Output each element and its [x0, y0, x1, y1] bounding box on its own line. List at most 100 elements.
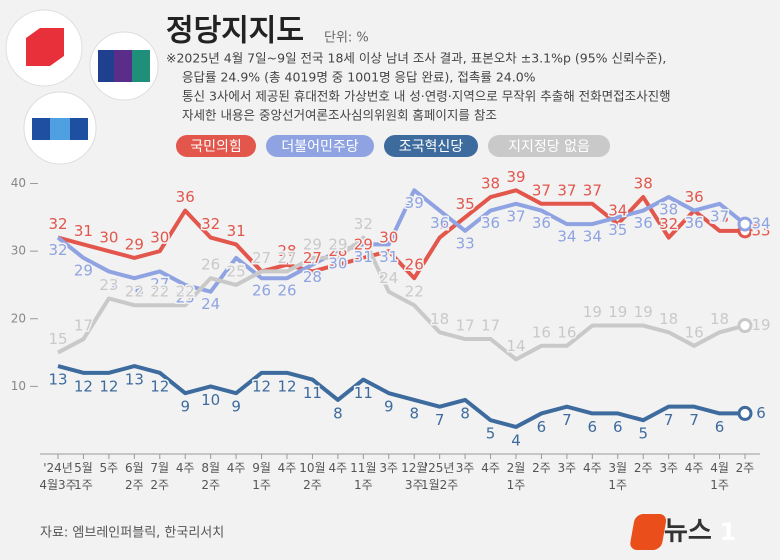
- data-label: 6: [613, 418, 623, 436]
- data-label: 29: [303, 235, 322, 253]
- note: 응답률 24.9% (총 4019명 중 1001명 응답 완료), 접촉률 2…: [182, 70, 536, 85]
- x-tick-label: 4주: [481, 461, 500, 475]
- legend-label: 더불어민주당: [281, 139, 358, 155]
- data-label: 12: [99, 377, 118, 395]
- data-label: 19: [583, 303, 602, 321]
- x-tick-label: 7월 2주: [150, 461, 169, 492]
- data-label: 9: [231, 398, 241, 416]
- data-label: 24: [379, 269, 398, 287]
- data-label: 27: [303, 249, 322, 267]
- unit-label: 단위: %: [324, 31, 369, 46]
- data-label: 12: [74, 377, 93, 395]
- data-label: 9: [384, 398, 394, 416]
- series-line: [57, 188, 745, 281]
- x-tick-label: 4주: [329, 461, 348, 475]
- data-label: 36: [685, 214, 704, 232]
- data-label: 30: [150, 229, 169, 247]
- data-label: 27: [252, 249, 271, 267]
- data-label: 29: [328, 235, 347, 253]
- data-label: 7: [562, 411, 572, 429]
- data-label: 29: [354, 235, 373, 253]
- data-label: 32: [201, 215, 220, 233]
- logo-mark-bg: [630, 514, 667, 550]
- data-label: 6: [756, 404, 766, 422]
- data-label: 22: [176, 283, 195, 301]
- data-label: 37: [506, 207, 525, 225]
- data-label: 36: [430, 214, 449, 232]
- x-tick-label: 4주: [278, 461, 297, 475]
- x-tick-label: 3주: [456, 461, 475, 475]
- party-logos: [5, 9, 159, 165]
- data-label: 30: [328, 255, 347, 273]
- data-label: 31: [379, 248, 398, 266]
- data-label: 36: [481, 214, 500, 232]
- y-tick-label: 40: [11, 176, 26, 190]
- logo-shape: [26, 28, 64, 66]
- data-label: 29: [125, 235, 144, 253]
- data-label: 32: [48, 241, 67, 259]
- legend-swatch: [266, 135, 374, 157]
- legend-label: 조국혁신당: [399, 139, 464, 155]
- x-tick-label: 3주: [379, 461, 398, 475]
- data-label: 6: [715, 418, 725, 436]
- data-label: 16: [557, 323, 576, 341]
- data-label: 29: [227, 261, 246, 279]
- data-label: 16: [532, 323, 551, 341]
- data-label: 38: [659, 201, 678, 219]
- data-label: 27: [150, 275, 169, 293]
- data-label: 12: [252, 377, 271, 395]
- data-label: 25: [176, 288, 195, 306]
- data-label: 27: [252, 249, 271, 267]
- x-tick-label: 8월 2주: [201, 461, 220, 492]
- data-label: 38: [634, 175, 653, 193]
- data-label: 27: [277, 249, 296, 267]
- note: 자세한 내용은 중앙선거여론조사심의위원회 홈페이지를 참조: [182, 108, 497, 123]
- data-label: 7: [435, 411, 445, 429]
- data-label: 26: [252, 282, 271, 300]
- data-label: 12: [150, 377, 169, 395]
- end-marker: [737, 216, 753, 232]
- data-label: 19: [751, 316, 770, 334]
- data-label: 22: [405, 283, 424, 301]
- legend-label: 국민의힘: [190, 139, 242, 155]
- data-label: 39: [506, 168, 525, 186]
- data-label: 8: [409, 404, 419, 422]
- data-label: 5: [486, 425, 496, 443]
- legend-label: 지지정당 없음: [508, 139, 590, 155]
- x-tick-label: '25년 1월2주: [421, 461, 458, 492]
- data-label: 8: [460, 404, 470, 422]
- data-label: 33: [456, 234, 475, 252]
- chart-title: 정당지지도: [166, 14, 304, 49]
- series-line: [57, 364, 745, 429]
- data-label: 38: [481, 175, 500, 193]
- x-tick-label: 10월 2주: [299, 461, 325, 492]
- logo: 뉴스 1: [630, 514, 736, 550]
- logo-shape: [98, 50, 114, 82]
- x-tick-label: 11월 1주: [350, 461, 376, 492]
- y-tick-label: 10: [11, 379, 26, 393]
- data-label: 37: [557, 181, 576, 199]
- data-label: 26: [125, 282, 144, 300]
- data-label: 26: [201, 256, 220, 274]
- data-label: 17: [481, 317, 500, 335]
- data-label: 37: [583, 181, 602, 199]
- y-tick-label: 30: [11, 244, 26, 258]
- logo-shape: [50, 118, 70, 140]
- data-label: 28: [328, 242, 347, 260]
- data-label: 19: [634, 303, 653, 321]
- x-tick-label: '24년 4월3주: [39, 461, 76, 492]
- x-tick-label: 4월 1주: [710, 461, 729, 492]
- x-tick-label: 4주: [227, 461, 246, 475]
- note: 통신 3사에서 제공된 휴대전화 가상번호 내 성·연령·지역으로 무작위 추출…: [182, 89, 671, 104]
- data-label: 34: [608, 202, 627, 220]
- data-label: 6: [537, 418, 547, 436]
- data-label: 34: [583, 228, 602, 246]
- x-tick-label: 9월 1주: [252, 461, 271, 492]
- x-tick-label: 3월 1주: [608, 461, 627, 492]
- data-label: 25: [227, 262, 246, 280]
- data-label: 31: [354, 248, 373, 266]
- data-label: 32: [659, 215, 678, 233]
- data-label: 26: [277, 282, 296, 300]
- data-label: 28: [303, 268, 322, 286]
